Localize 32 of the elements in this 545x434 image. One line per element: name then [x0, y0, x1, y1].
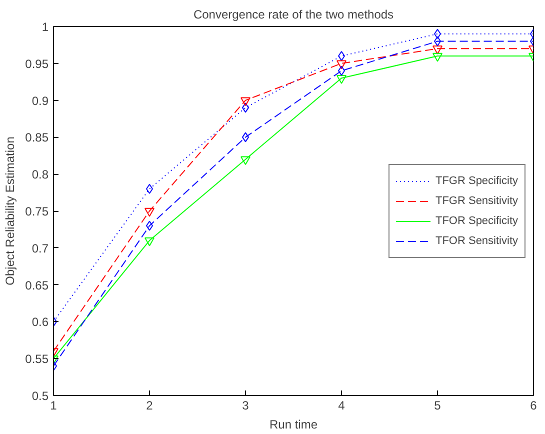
y-tick-label: 1: [42, 20, 49, 34]
chart-title: Convergence rate of the two methods: [193, 8, 394, 22]
legend-label: TFGR Specificity: [435, 174, 518, 186]
point: [144, 237, 154, 246]
y-tick-label: 0.7: [32, 241, 49, 256]
x-tick-label: 3: [242, 398, 250, 412]
point: [240, 156, 250, 166]
y-tick-label: 0.65: [25, 278, 49, 292]
legend-label: TFOR Sensitivity: [435, 234, 518, 246]
point: [240, 97, 250, 106]
y-tick-label: 0.8: [32, 168, 49, 182]
point: [144, 208, 154, 217]
y-tick-label: 0.6: [32, 315, 49, 330]
x-tick-label: 1: [50, 398, 58, 412]
x-tick-label: 5: [434, 398, 442, 412]
y-axis-title: Object Reliability Estimation: [3, 136, 18, 286]
legend-label: TFGR Sensitivity: [435, 194, 518, 206]
legend-label: TFOR Specificity: [435, 214, 518, 226]
point: [432, 52, 442, 62]
x-tick-label: 4: [338, 398, 346, 412]
x-tick-label: 2: [146, 398, 154, 412]
point: [432, 46, 442, 54]
point: [336, 75, 346, 84]
y-tick-label: 0.85: [25, 130, 49, 145]
x-axis-title: Run time: [269, 418, 318, 432]
y-tick-label: 0.55: [25, 352, 49, 366]
y-tick-label: 0.95: [25, 56, 49, 71]
y-tick-label: 0.5: [32, 389, 49, 403]
y-tick-label: 0.75: [25, 204, 49, 218]
y-tick-label: 0.9: [32, 94, 49, 108]
x-tick-label: 6: [530, 398, 538, 412]
point: [336, 60, 346, 70]
